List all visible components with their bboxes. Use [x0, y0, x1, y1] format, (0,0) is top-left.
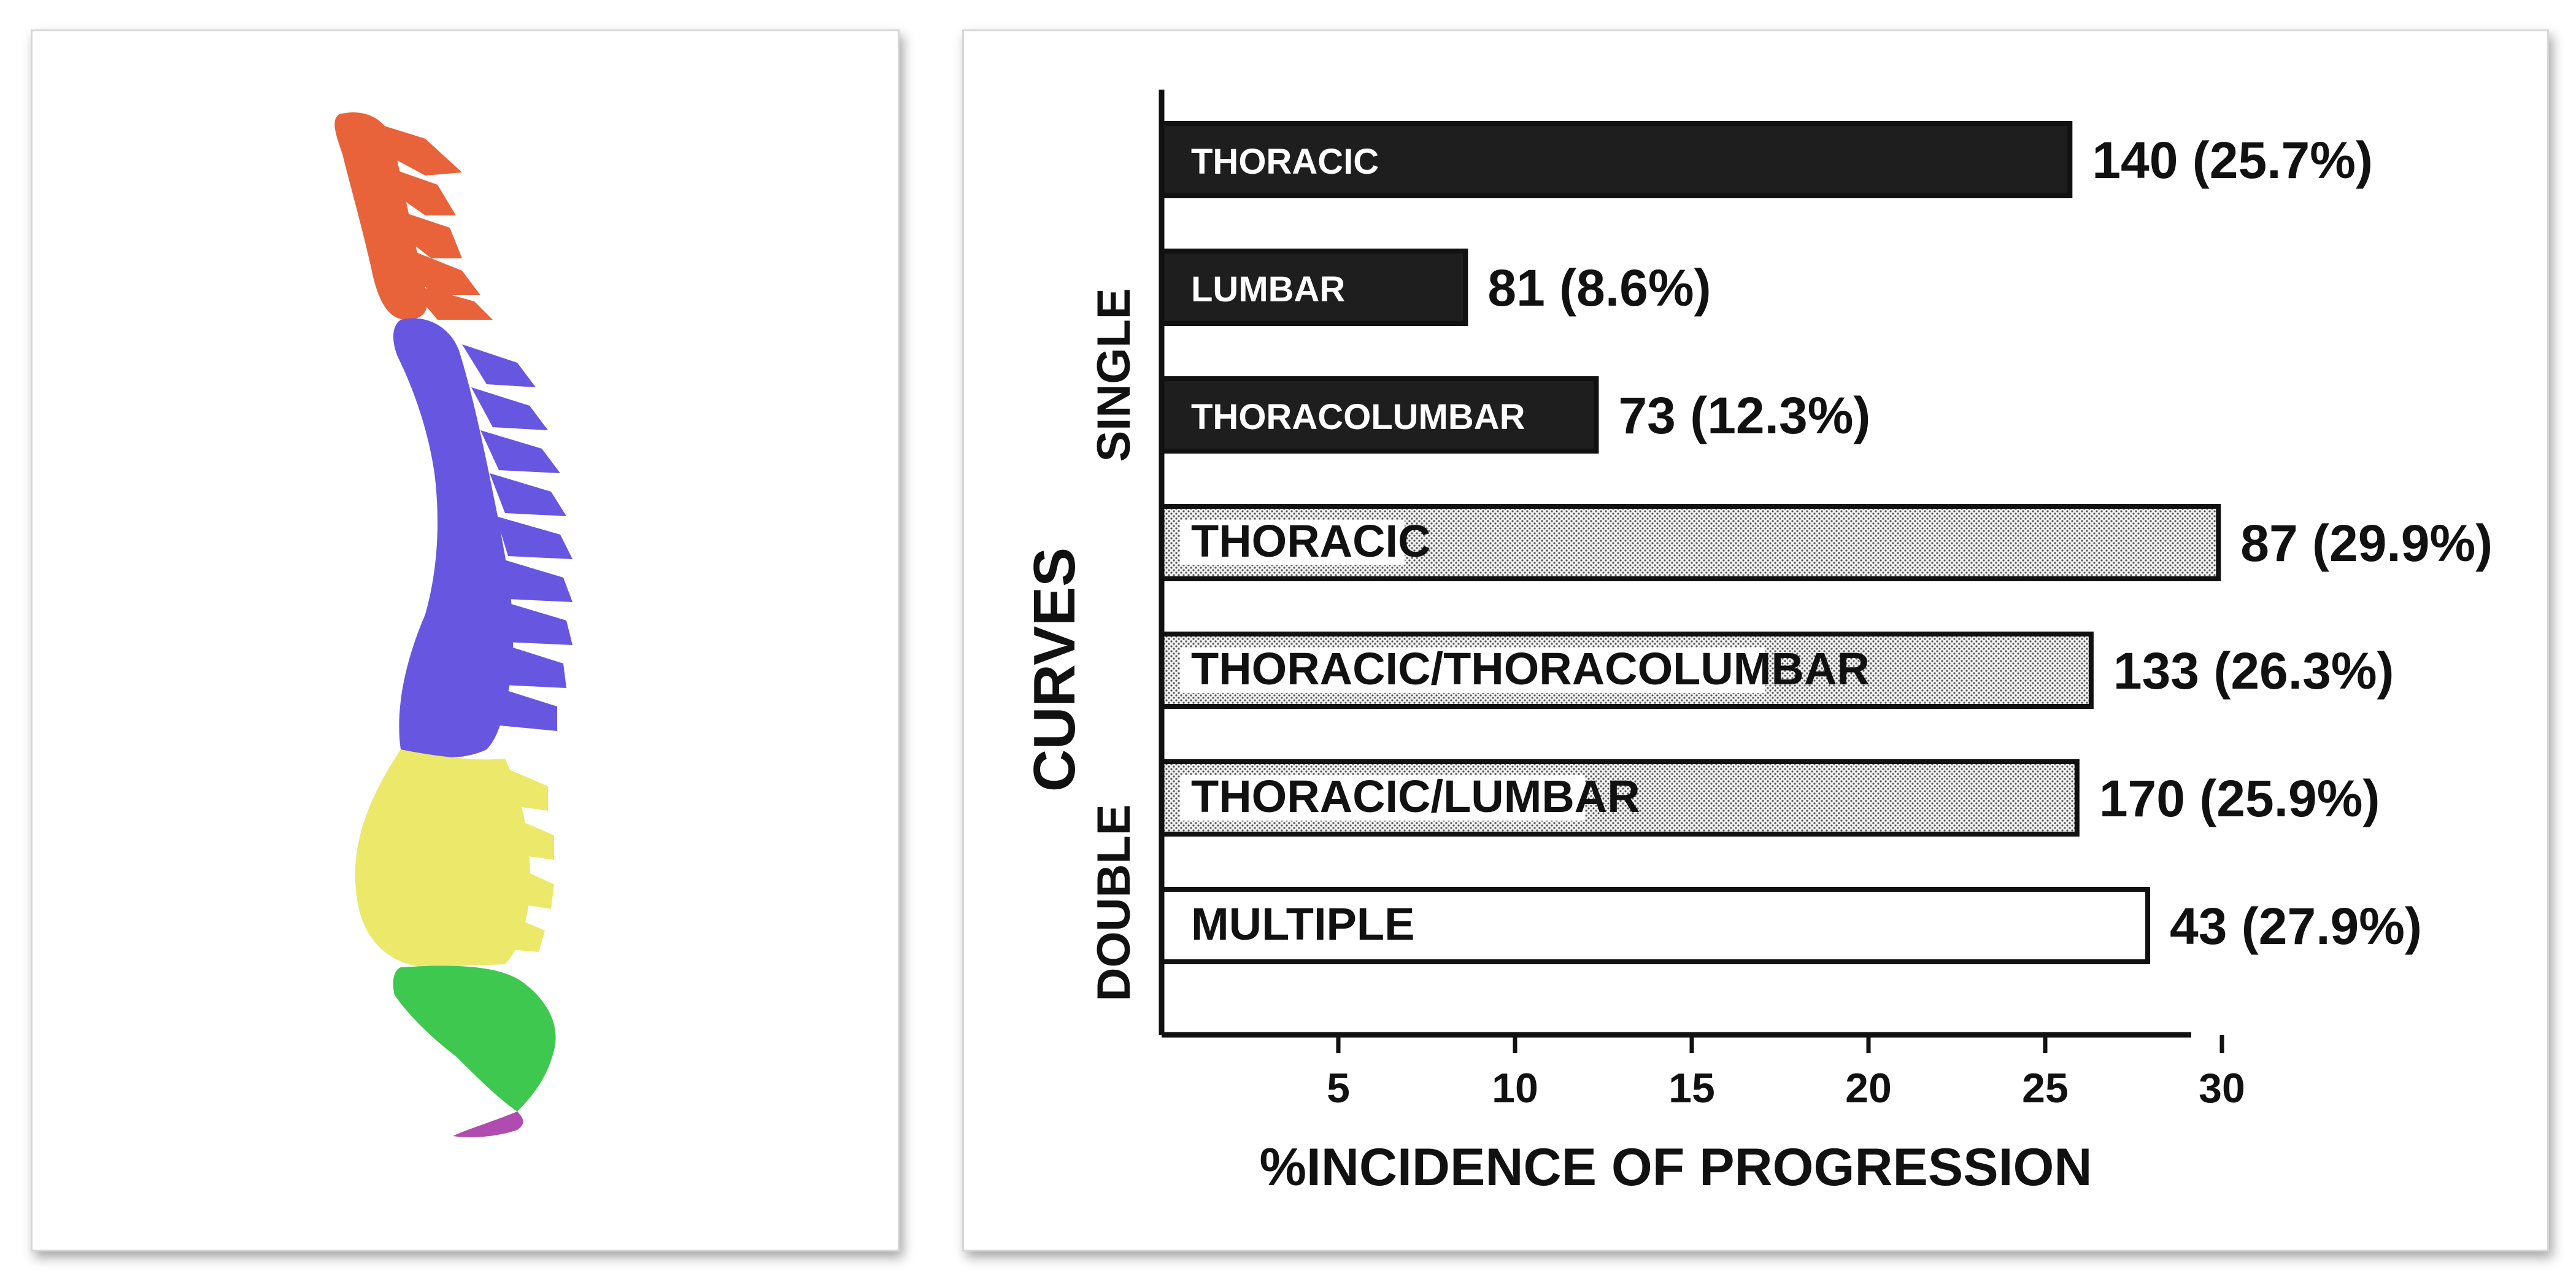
bar-value-label: 81 (8.6%) [1487, 259, 1711, 317]
bar [1159, 887, 2151, 964]
bar-category-label: THORACOLUMBAR [1191, 397, 1525, 437]
bar-label-background [1180, 520, 1405, 565]
bar-value-label: 43 (27.9%) [2170, 897, 2422, 955]
thoracic-spine [393, 318, 573, 758]
group-label-single: SINGLE [1088, 288, 1140, 462]
y-axis-title: CURVES [1022, 547, 1087, 792]
x-tick-label: 25 [2022, 1065, 2069, 1112]
bar [1159, 249, 1468, 326]
coccyx [453, 1112, 523, 1137]
x-tick-label: 10 [1492, 1065, 1538, 1112]
spine-illustration [334, 112, 573, 1137]
x-tick-label: 30 [2199, 1065, 2245, 1112]
x-tick-label: 20 [1845, 1065, 1892, 1112]
bar-category-label: LUMBAR [1191, 269, 1345, 309]
bar-value-label: 73 (12.3%) [1618, 387, 1870, 444]
bar-category-label: THORACIC [1191, 142, 1379, 182]
x-tick-label: 5 [1327, 1065, 1350, 1112]
x-tick-label: 15 [1668, 1065, 1715, 1112]
spine-illustration-panel [31, 29, 900, 1251]
bar-category-label: THORACIC/THORACOLUMBAR [1191, 643, 1870, 694]
lumbar-spine [355, 749, 554, 967]
bar-category-label: THORACIC [1191, 516, 1431, 567]
bar-value-label: 140 (25.7%) [2092, 131, 2373, 189]
x-axis-title: %INCIDENCE OF PROGRESSION [1259, 1138, 2092, 1197]
bar-value-label: 87 (29.9%) [2240, 514, 2493, 572]
bar-value-label: 170 (25.9%) [2099, 770, 2380, 827]
bar [1159, 376, 1599, 454]
bar-label-background [1180, 775, 1585, 821]
chart-panel: THORACIC 140 (25.7%) LUMBAR 81 (8.6%) THORAC… [962, 29, 2549, 1251]
bar-value-label: 133 (26.3%) [2113, 642, 2394, 700]
bar-label-background [1180, 648, 1765, 693]
bar-category-label: THORACIC/LUMBAR [1191, 771, 1640, 822]
bar-category-label: MULTIPLE [1191, 899, 1414, 949]
group-label-double: DOUBLE [1088, 805, 1140, 1002]
cervical-spine [334, 112, 493, 320]
bar-chart: THORACIC 140 (25.7%) LUMBAR 81 (8.6%) THORAC… [1022, 90, 2493, 1197]
sacrum [393, 965, 556, 1112]
